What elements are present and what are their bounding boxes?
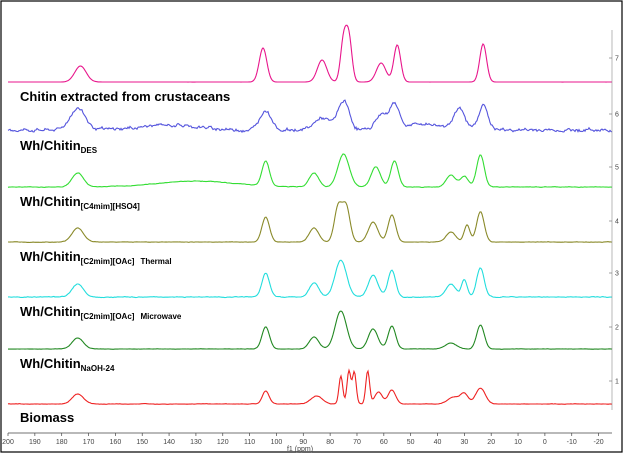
sample-label-subscript: [C2mim][OAc] — [81, 312, 135, 321]
x-tick-label: 50 — [407, 439, 415, 446]
spectrum-trace-5 — [8, 259, 612, 299]
sample-label-2: Wh/ChitinDES — [20, 138, 98, 155]
x-tick-label: 70 — [353, 439, 361, 446]
x-tick-label: 170 — [83, 439, 95, 446]
spectrum-trace-7 — [7, 368, 612, 405]
x-tick-label: 180 — [56, 439, 68, 446]
x-tick-label: 110 — [244, 439, 255, 446]
spectrum-trace-6 — [8, 310, 613, 350]
sample-label-5: Wh/Chitin[C2mim][OAc] Microwave — [20, 304, 182, 321]
right-tick-label: 2 — [615, 325, 619, 332]
sample-label-6: Wh/ChitinNaOH-24 — [20, 356, 115, 373]
sample-label-main: Chitin extracted from crustaceans — [20, 89, 230, 104]
x-tick-label: 160 — [110, 439, 122, 446]
right-tick-label: 3 — [615, 271, 619, 278]
sample-label-3: Wh/Chitin[C4mim][HSO4] — [20, 194, 140, 211]
sample-label-suffix: Microwave — [140, 312, 181, 321]
x-tick-label: 90 — [299, 439, 307, 446]
x-tick-label: 40 — [434, 439, 442, 446]
sample-label-subscript: [C4mim][HSO4] — [81, 202, 140, 211]
x-tick-label: 20 — [487, 439, 495, 446]
right-tick-label: 4 — [615, 219, 619, 226]
x-axis-label: f1 (ppm) — [287, 446, 313, 453]
x-tick-label: 0 — [543, 439, 547, 446]
right-tick-label: 6 — [615, 112, 619, 119]
right-tick-label: 1 — [615, 379, 619, 386]
sample-label-main: Biomass — [20, 410, 74, 425]
spectrum-trace-3 — [7, 153, 613, 188]
spectrum-trace-1 — [8, 24, 612, 83]
x-tick-label: 140 — [163, 439, 175, 446]
sample-label-main: Wh/Chitin — [20, 138, 81, 153]
spectra-traces — [7, 24, 613, 405]
sample-label-suffix: Thermal — [140, 257, 171, 266]
x-tick-label: 100 — [271, 439, 283, 446]
x-tick-label: 190 — [29, 439, 41, 446]
x-tick-label: 150 — [136, 439, 148, 446]
x-tick-label: 30 — [460, 439, 468, 446]
x-tick-label: -10 — [567, 439, 577, 446]
x-tick-label: -20 — [594, 439, 604, 446]
spectrum-trace-4 — [8, 201, 613, 243]
x-tick-label: 130 — [190, 439, 202, 446]
sample-label-subscript: NaOH-24 — [81, 364, 115, 373]
sample-labels: Chitin extracted from crustaceans Wh/Chit… — [20, 89, 230, 425]
sample-label-main: Wh/Chitin — [20, 249, 81, 264]
x-tick-label: 10 — [514, 439, 522, 446]
x-tick-label: 80 — [326, 439, 334, 446]
x-tick-label: 120 — [217, 439, 229, 446]
spectrum-trace-2 — [7, 99, 613, 134]
sample-label-subscript: DES — [81, 146, 98, 155]
x-tick-label: 200 — [2, 439, 14, 446]
trace-index-axis: 7 6 5 4 3 2 1 — [609, 30, 619, 410]
sample-label-4: Wh/Chitin[C2mim][OAc] Thermal — [20, 249, 172, 266]
right-tick-label: 5 — [615, 165, 619, 172]
sample-label-subscript: [C2mim][OAc] — [81, 257, 135, 266]
x-axis-ticks: 200 190 180 170 160 150 140 130 120 110 100 90 80 70 6… — [2, 433, 604, 446]
sample-label-main: Wh/Chitin — [20, 304, 81, 319]
x-tick-label: 60 — [380, 439, 388, 446]
sample-label-1: Chitin extracted from crustaceans — [20, 89, 230, 104]
sample-label-7: Biomass — [20, 410, 74, 425]
sample-label-main: Wh/Chitin — [20, 356, 81, 371]
sample-label-main: Wh/Chitin — [20, 194, 81, 209]
right-tick-label: 7 — [615, 56, 619, 63]
